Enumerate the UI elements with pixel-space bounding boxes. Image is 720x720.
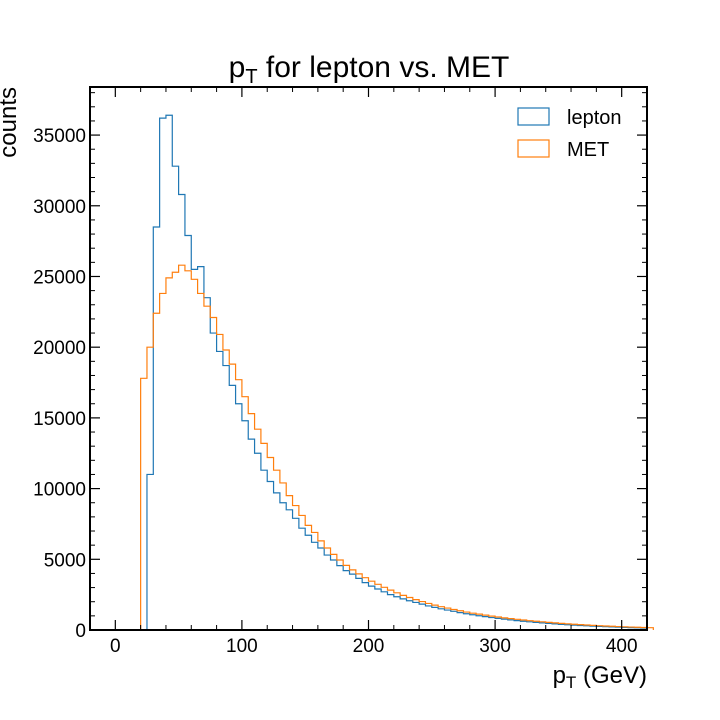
y-tick-label: 15000 [33, 409, 86, 430]
x-tick-label: 100 [226, 636, 258, 657]
met-histogram-line [140, 264, 654, 630]
legend-label-lepton: lepton [567, 107, 622, 129]
lepton-histogram-line [140, 114, 648, 631]
x-axis-ticks: 0 100 200 300 400 [89, 87, 648, 657]
y-tick-label: 5000 [44, 550, 86, 571]
title-rest: for lepton vs. MET [258, 51, 510, 84]
x-tick-label: 400 [606, 636, 638, 657]
chart-title: pT for lepton vs. MET [229, 51, 510, 88]
y-tick-label: 25000 [33, 267, 86, 288]
y-tick-label: 0 [75, 621, 86, 642]
x-tick-label: 300 [479, 636, 511, 657]
legend-swatch-lepton [517, 107, 550, 126]
y-tick-label: 10000 [33, 480, 86, 501]
plot-area [140, 114, 654, 631]
x-tick-label: 200 [353, 636, 385, 657]
title-main: p [229, 51, 246, 84]
legend-label-met: MET [567, 139, 609, 161]
x-tick-label: 0 [110, 636, 121, 657]
y-tick-label: 30000 [33, 197, 86, 218]
xlabel-main: p [553, 662, 566, 689]
x-axis-label: pT (GeV) [553, 662, 647, 692]
y-axis-ticks: 0 5000 10000 15000 20000 25000 30000 35000 [33, 92, 647, 642]
legend: lepton MET [517, 107, 622, 161]
y-tick-label: 20000 [33, 338, 86, 359]
y-tick-label: 35000 [33, 126, 86, 147]
y-axis-label: counts [0, 87, 22, 158]
legend-swatch-met [517, 139, 550, 158]
axes-frame [89, 86, 648, 631]
title-subscript: T [245, 66, 257, 88]
xlabel-rest: (GeV) [576, 662, 647, 689]
xlabel-subscript: T [566, 673, 576, 692]
